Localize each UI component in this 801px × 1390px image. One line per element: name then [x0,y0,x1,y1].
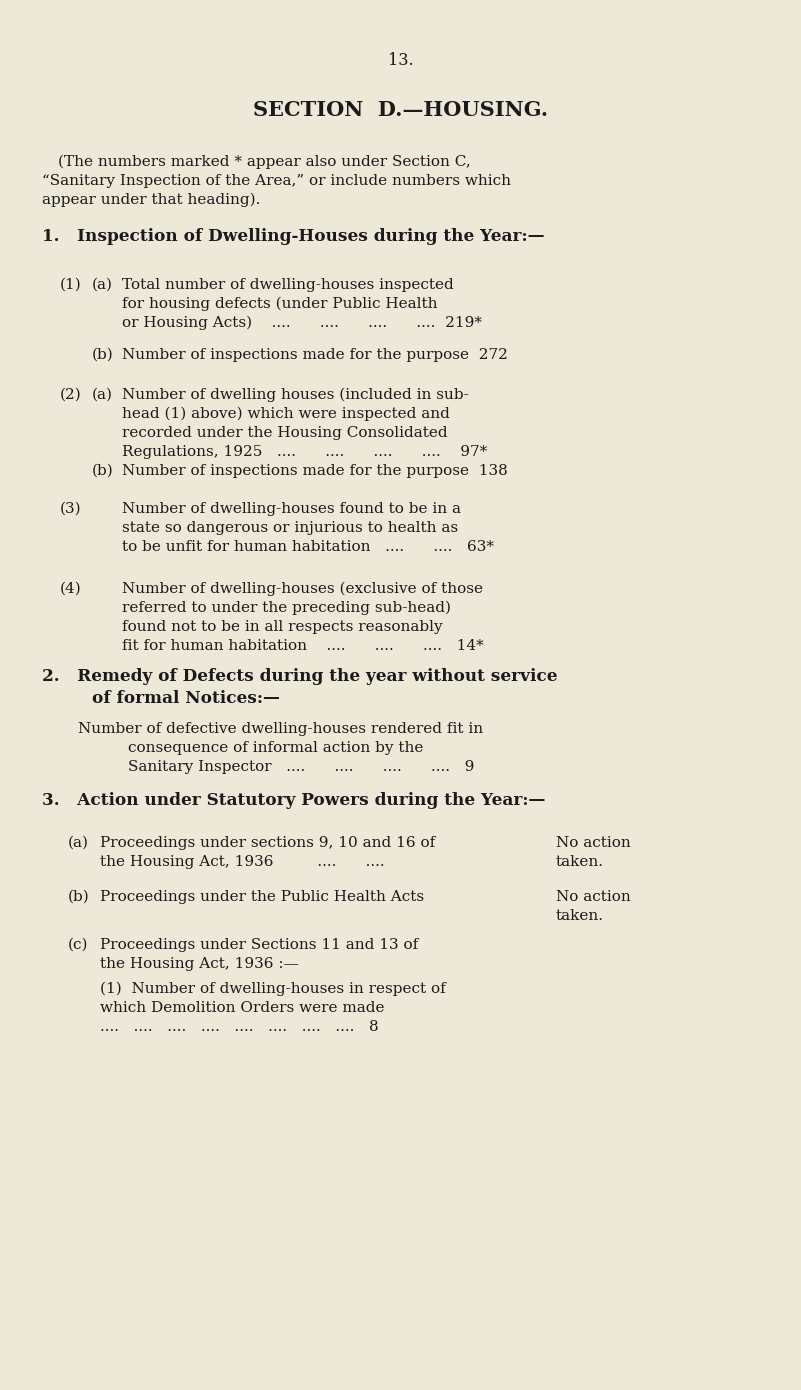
Text: (c): (c) [68,938,88,952]
Text: No action: No action [556,835,630,851]
Text: Number of inspections made for the purpose  138: Number of inspections made for the purpo… [122,464,508,478]
Text: (a): (a) [68,835,89,851]
Text: Proceedings under sections 9, 10 and 16 of: Proceedings under sections 9, 10 and 16 … [100,835,435,851]
Text: Number of inspections made for the purpose  272: Number of inspections made for the purpo… [122,348,508,361]
Text: Number of dwelling houses (included in sub-: Number of dwelling houses (included in s… [122,388,469,402]
Text: Proceedings under the Public Health Acts: Proceedings under the Public Health Acts [100,890,424,904]
Text: Number of defective dwelling-houses rendered fit in: Number of defective dwelling-houses rend… [78,721,483,735]
Text: (a): (a) [92,388,113,402]
Text: to be unfit for human habitation   ....      ....   63*: to be unfit for human habitation .... ..… [122,539,494,555]
Text: fit for human habitation    ....      ....      ....   14*: fit for human habitation .... .... .... … [122,639,484,653]
Text: ....   ....   ....   ....   ....   ....   ....   ....   8: .... .... .... .... .... .... .... .... … [100,1020,379,1034]
Text: taken.: taken. [556,909,604,923]
Text: head (1) above) which were inspected and: head (1) above) which were inspected and [122,407,450,421]
Text: (a): (a) [92,278,113,292]
Text: (b): (b) [92,348,114,361]
Text: the Housing Act, 1936         ....      ....: the Housing Act, 1936 .... .... [100,855,384,869]
Text: (1)  Number of dwelling-houses in respect of: (1) Number of dwelling-houses in respect… [100,981,445,997]
Text: taken.: taken. [556,855,604,869]
Text: (b): (b) [68,890,90,904]
Text: for housing defects (under Public Health: for housing defects (under Public Health [122,297,437,311]
Text: the Housing Act, 1936 :—: the Housing Act, 1936 :— [100,956,299,972]
Text: recorded under the Housing Consolidated: recorded under the Housing Consolidated [122,425,448,441]
Text: (b): (b) [92,464,114,478]
Text: (2): (2) [60,388,82,402]
Text: state so dangerous or injurious to health as: state so dangerous or injurious to healt… [122,521,458,535]
Text: which Demolition Orders were made: which Demolition Orders were made [100,1001,384,1015]
Text: referred to under the preceding sub-head): referred to under the preceding sub-head… [122,600,451,616]
Text: Number of dwelling-houses (exclusive of those: Number of dwelling-houses (exclusive of … [122,582,483,596]
Text: Sanitary Inspector   ....      ....      ....      ....   9: Sanitary Inspector .... .... .... .... 9 [128,760,474,774]
Text: of formal Notices:—: of formal Notices:— [92,689,280,708]
Text: “Sanitary Inspection of the Area,” or include numbers which: “Sanitary Inspection of the Area,” or in… [42,174,511,188]
Text: 13.: 13. [388,51,413,70]
Text: 3.   Action under Statutory Powers during the Year:—: 3. Action under Statutory Powers during … [42,792,545,809]
Text: or Housing Acts)    ....      ....      ....      ....  219*: or Housing Acts) .... .... .... .... 219… [122,316,482,331]
Text: (The numbers marked * appear also under Section C,: (The numbers marked * appear also under … [58,156,471,170]
Text: appear under that heading).: appear under that heading). [42,193,260,207]
Text: 1.   Inspection of Dwelling-Houses during the Year:—: 1. Inspection of Dwelling-Houses during … [42,228,545,245]
Text: consequence of informal action by the: consequence of informal action by the [128,741,424,755]
Text: found not to be in all respects reasonably: found not to be in all respects reasonab… [122,620,443,634]
Text: (4): (4) [60,582,82,596]
Text: SECTION  D.—HOUSING.: SECTION D.—HOUSING. [253,100,548,120]
Text: Number of dwelling-houses found to be in a: Number of dwelling-houses found to be in… [122,502,461,516]
Text: No action: No action [556,890,630,904]
Text: Proceedings under Sections 11 and 13 of: Proceedings under Sections 11 and 13 of [100,938,418,952]
Text: Regulations, 1925   ....      ....      ....      ....    97*: Regulations, 1925 .... .... .... .... 97… [122,445,487,459]
Text: Total number of dwelling-houses inspected: Total number of dwelling-houses inspecte… [122,278,453,292]
Text: 2.   Remedy of Defects during the year without service: 2. Remedy of Defects during the year wit… [42,669,557,685]
Text: (1): (1) [60,278,82,292]
Text: (3): (3) [60,502,82,516]
